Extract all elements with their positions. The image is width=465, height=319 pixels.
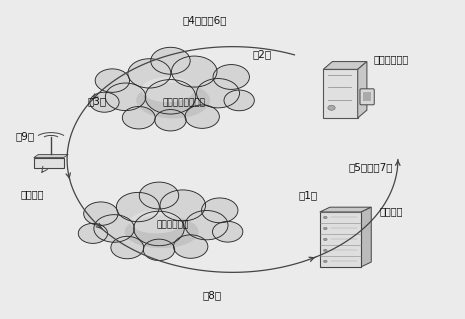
Circle shape (324, 216, 327, 219)
Circle shape (106, 83, 146, 111)
Ellipse shape (141, 77, 194, 102)
Circle shape (151, 47, 190, 74)
Circle shape (128, 59, 171, 88)
Circle shape (324, 227, 327, 230)
Text: （8）: （8） (202, 290, 221, 300)
FancyBboxPatch shape (320, 212, 361, 267)
Text: 无线终端: 无线终端 (21, 189, 44, 199)
Circle shape (160, 190, 206, 221)
Ellipse shape (130, 210, 183, 234)
Polygon shape (358, 62, 367, 118)
Circle shape (185, 105, 219, 128)
Polygon shape (323, 62, 367, 70)
Circle shape (134, 211, 184, 246)
Circle shape (224, 90, 254, 111)
Circle shape (90, 92, 119, 112)
Polygon shape (34, 154, 68, 158)
Circle shape (116, 192, 159, 222)
FancyBboxPatch shape (323, 70, 358, 118)
Text: （9）: （9） (15, 131, 34, 141)
Circle shape (185, 211, 228, 240)
Circle shape (213, 221, 243, 242)
Text: （4）或（6）: （4）或（6） (183, 15, 227, 25)
Circle shape (201, 198, 238, 223)
Polygon shape (361, 207, 371, 267)
FancyBboxPatch shape (363, 92, 372, 101)
Text: 无线数据网络: 无线数据网络 (157, 221, 189, 230)
Circle shape (78, 223, 107, 243)
Circle shape (84, 202, 118, 225)
Ellipse shape (125, 215, 199, 248)
Circle shape (143, 239, 175, 261)
Circle shape (173, 235, 208, 258)
Text: 后台呼叫设备: 后台呼叫设备 (373, 54, 409, 64)
Circle shape (122, 107, 155, 129)
Circle shape (94, 215, 134, 242)
FancyBboxPatch shape (360, 89, 374, 105)
Circle shape (324, 260, 327, 263)
Text: （2）: （2） (253, 49, 272, 60)
Circle shape (140, 182, 179, 209)
Text: （1）: （1） (299, 190, 318, 201)
Circle shape (172, 56, 217, 87)
Text: 电信交换电路网络: 电信交换电路网络 (163, 99, 206, 108)
Circle shape (213, 64, 249, 89)
Polygon shape (320, 207, 371, 212)
Circle shape (328, 105, 335, 110)
Circle shape (155, 109, 186, 131)
FancyBboxPatch shape (34, 158, 64, 168)
Circle shape (95, 69, 130, 92)
Text: （5）或（7）: （5）或（7） (348, 162, 392, 172)
Ellipse shape (136, 82, 210, 118)
Circle shape (324, 238, 327, 241)
Circle shape (145, 79, 196, 114)
Text: （3）: （3） (87, 97, 106, 107)
Circle shape (197, 78, 239, 108)
Text: 数据后台: 数据后台 (379, 206, 403, 216)
Circle shape (111, 236, 144, 259)
Circle shape (324, 249, 327, 252)
